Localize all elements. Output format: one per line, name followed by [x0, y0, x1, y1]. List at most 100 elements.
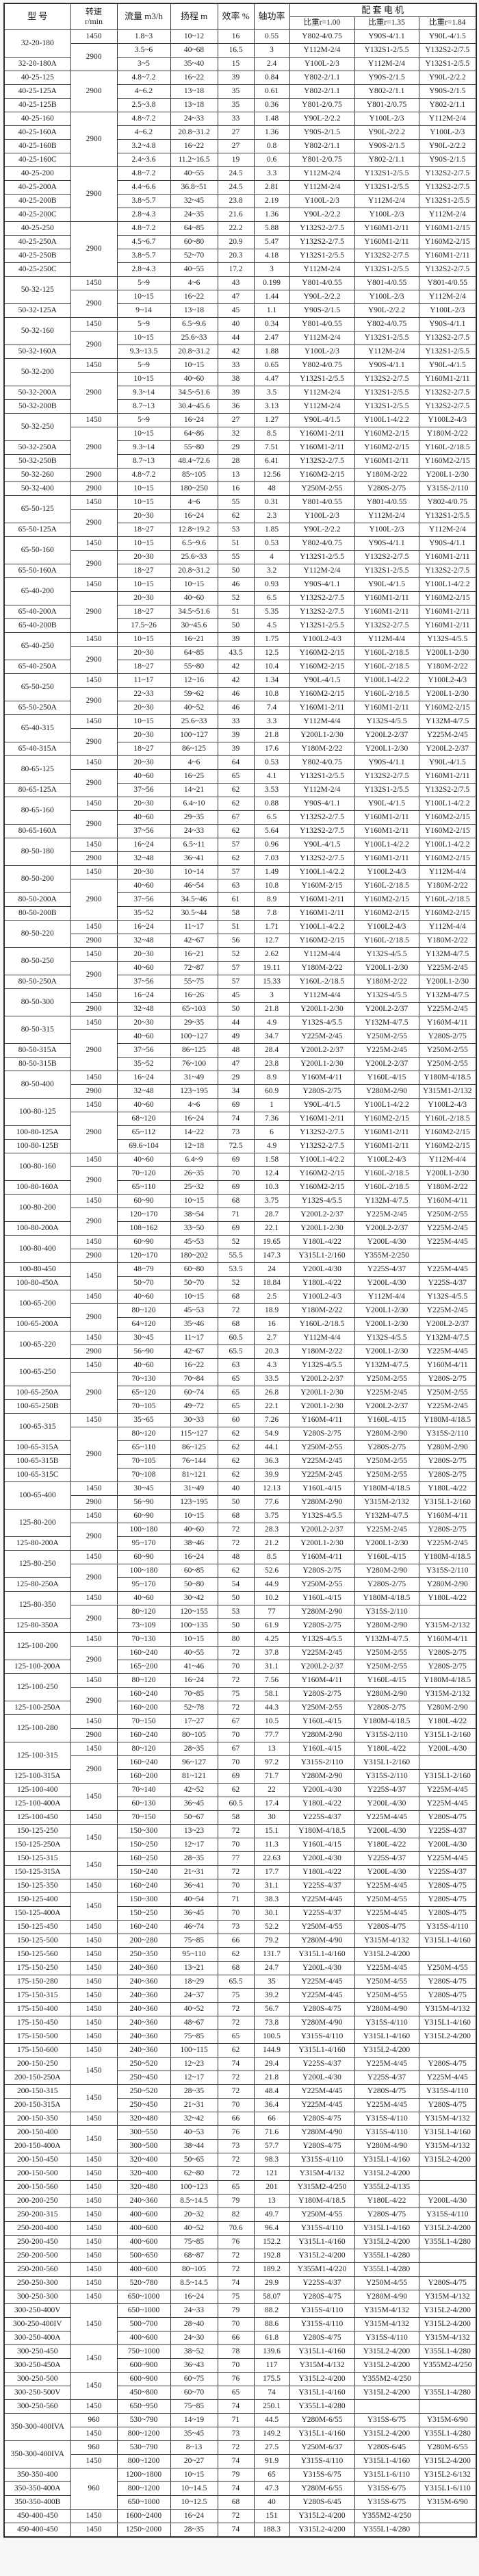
motor-sg100-cell: Y160L-4/15	[289, 1481, 355, 1496]
motor-sg184-cell: Y280S-4/75	[418, 1879, 477, 1893]
shaft-power-cell: 21.2	[253, 1536, 290, 1551]
model-cell: 250-200-315	[3, 2208, 71, 2222]
motor-sg100-cell: Y315L1-4/160	[289, 1947, 355, 1962]
table-row: 150-125-250 1450 150~300 13~23 72 15.1 Y180M-4…	[3, 1824, 477, 1852]
motor-sg135-cell: Y160L-2/18.5	[354, 1166, 419, 1181]
flow-cell: 2.8~4.3	[116, 208, 171, 222]
header-sg-100: 比重r=1.00	[289, 16, 355, 30]
shaft-power-cell: 38.3	[253, 1892, 290, 1907]
efficiency-cell: 55	[217, 550, 255, 564]
motor-sg184-cell: Y160L-2/18.5	[418, 440, 477, 455]
table-row: 65-50-250A 20~30 40~52 46 7.4 Y160M1-2/11 Y160…	[3, 701, 477, 715]
table-row: 65-50-160 1450 10~15 6.5~9.6 51 0.53 Y802-4/0.…	[3, 536, 477, 564]
model-cell: 125-80-200	[3, 1509, 71, 1537]
motor-sg100-cell: Y225S-4/37	[289, 2057, 355, 2071]
shaft-power-cell: 10.3	[253, 1180, 290, 1195]
efficiency-cell: 46	[217, 687, 255, 701]
model-cell: 300-250-400A	[3, 2331, 71, 2345]
table-row: 80-50-200 1450 20~30 10~14 57 1.49 Y100L1-4/2.…	[3, 865, 477, 893]
motor-sg100-cell: Y112M-2/4	[289, 783, 355, 797]
motor-sg184-cell: Y180M-2/22	[418, 934, 477, 948]
efficiency-cell: 62	[217, 783, 255, 797]
motor-sg184-cell	[418, 2262, 477, 2277]
motor-sg135-cell: Y200L2-2/37	[354, 1399, 419, 1414]
head-cell: 45~53	[170, 1303, 218, 1318]
table-row: 50-32-400 2900 10~15 180~250 16 48 Y250M-2/55 Y…	[3, 482, 477, 496]
motor-sg100-cell: Y160M1-2/11	[289, 1112, 355, 1126]
flow-cell: 16~24	[116, 988, 171, 1003]
shaft-power-cell: 0.88	[253, 797, 290, 811]
shaft-power-cell: 4.25	[253, 1632, 290, 1647]
table-row: 250-200-315 1450 400~600 20~32 82 49.7 Y250M-4…	[3, 2208, 477, 2222]
motor-sg184-cell: Y315S-2/110	[418, 1564, 477, 1578]
motor-sg100-cell: Y160M-4/11	[289, 1413, 355, 1427]
head-cell: 10~14	[170, 865, 218, 879]
motor-sg100-cell: Y160L-4/15	[289, 1591, 355, 1605]
model-cell: 65-50-125	[3, 495, 71, 523]
motor-sg135-cell: Y280M-4/90	[354, 2290, 419, 2304]
head-cell: 16~24	[170, 1112, 218, 1126]
table-row: 2900 22~33 59~62 46 10.8 Y160M2-2/15 Y160L-2/1…	[4, 687, 477, 715]
motor-sg100-cell: Y132S2-2/7.5	[289, 824, 355, 838]
shaft-power-cell: 77.6	[253, 1495, 290, 1510]
motor-sg100-cell: Y100L-2/3	[289, 57, 355, 71]
model-cell: 125-80-250	[3, 1550, 71, 1578]
efficiency-cell: 62	[217, 1783, 255, 1797]
shaft-power-cell: 4.9	[253, 1016, 290, 1030]
motor-sg135-cell: Y90S-4/1.1	[354, 536, 419, 551]
shaft-power-cell: 2.5	[253, 1290, 290, 1304]
shaft-power-cell: 16	[253, 1317, 290, 1331]
flow-cell: 8.7~13	[116, 454, 171, 468]
model-cell: 200-150-450	[3, 2153, 71, 2167]
shaft-power-cell: 0.61	[253, 84, 290, 99]
motor-sg135-cell: Y315L1-4/160	[354, 2221, 419, 2236]
flow-cell: 30~45	[116, 1481, 171, 1496]
speed-cell: 1450	[70, 2235, 118, 2249]
motor-sg184-cell: Y315M-2/132	[418, 1618, 477, 1633]
model-cell: 100-80-400	[3, 1235, 71, 1263]
model-cell: 80-65-125	[3, 755, 71, 784]
table-row: 1450 800~1200 20~27 74 91.9 Y315S-4/110 Y315L1…	[4, 2454, 477, 2468]
head-cell: 72~87	[170, 961, 218, 975]
speed-cell: 1450	[70, 988, 118, 1003]
table-row: 175-150-500 1450 240~360 75~85 65 100.5 Y315S-…	[3, 2029, 477, 2044]
head-cell: 16~22	[170, 290, 218, 304]
efficiency-cell: 66	[217, 1934, 255, 1948]
model-cell: 80-65-160A	[3, 824, 71, 838]
flow-cell: 320~480	[116, 2180, 171, 2194]
efficiency-cell: 68	[217, 1961, 255, 1975]
table-row: 125-80-250A 95~170 50~80 54 44.9 Y250M-2/55 Y2…	[3, 1577, 477, 1592]
model-cell: 125-80-200A	[3, 1536, 71, 1551]
motor-sg184-cell: Y132S2-2/7.5	[418, 783, 477, 797]
motor-sg184-cell: Y280S-2/75	[418, 1372, 477, 1386]
flow-cell: 65~120	[116, 1386, 171, 1400]
shaft-power-cell: 117	[253, 2358, 290, 2373]
shaft-power-cell: 1.44	[253, 290, 290, 304]
motor-sg184-cell: Y280M-6/55	[418, 2440, 477, 2455]
shaft-power-cell: 12.4	[253, 1166, 290, 1181]
motor-sg184-cell: Y200L-4/30	[418, 1742, 477, 1756]
motor-sg184-cell: Y90L-2/2.2	[418, 139, 477, 153]
head-cell: 60~74	[170, 1386, 218, 1400]
motor-sg184-cell: Y315S-4/110	[418, 1920, 477, 1934]
motor-sg184-cell: Y315L1-6/110	[418, 2481, 477, 2496]
motor-sg100-cell: Y132S2-2/7.5	[289, 1125, 355, 1140]
table-row: 65-50-250 1450 11~17 12~16 42 1.34 Y90L-4/1.5 Y…	[3, 673, 477, 701]
motor-sg184-cell: Y132S2-2/7.5	[418, 180, 477, 195]
efficiency-cell: 19	[217, 153, 255, 167]
motor-sg135-cell: Y280M-2/90	[354, 1084, 419, 1099]
motor-sg100-cell: Y160L-2/18.5	[289, 975, 355, 989]
motor-sg135-cell: Y100L-2/3	[354, 112, 419, 126]
motor-sg100-cell: Y200L1-2/30	[289, 1399, 355, 1414]
speed-cell: 1450	[70, 1632, 118, 1647]
motor-sg135-cell: Y180L-4/22	[354, 1838, 419, 1852]
motor-sg184-cell: Y315L2-4/200	[418, 2029, 477, 2044]
motor-sg100-cell: Y200L1-2/30	[289, 1536, 355, 1551]
table-row: 100-80-450A 50~70 50~70 52 18.84 Y180L-4/22 Y2…	[3, 1276, 477, 1290]
head-cell: 25.6~33	[170, 550, 218, 564]
flow-cell: 9.3~14	[116, 386, 171, 400]
shaft-power-cell: 8.9	[253, 1071, 290, 1085]
model-cell: 100-80-125A	[3, 1125, 71, 1140]
table-row: 300-250-400V 1450 650~1000 24~33 79 88.2 Y315S…	[3, 2303, 477, 2345]
efficiency-cell: 40	[217, 317, 255, 332]
